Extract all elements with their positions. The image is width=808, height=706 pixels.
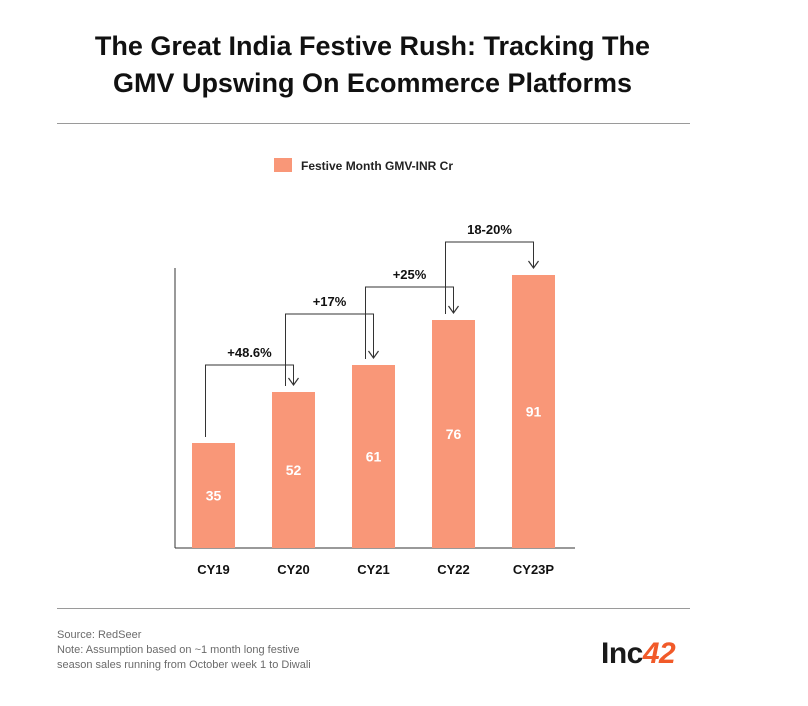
data-label-cy20: 52 — [286, 462, 302, 478]
growth-label-2: +17% — [313, 294, 347, 309]
growth-connector-3 — [365, 286, 454, 359]
growth-arrowhead-4 — [528, 260, 539, 270]
top-divider — [57, 123, 690, 124]
legend-label: Festive Month GMV-INR Cr — [301, 159, 453, 173]
bar-cy22 — [432, 320, 475, 548]
title-line-1: The Great India Festive Rush: Tracking T… — [94, 31, 651, 61]
growth-label-3: +25% — [393, 267, 427, 282]
growth-connector-4 — [445, 241, 534, 314]
chart-title: The Great India Festive Rush: Tracking T… — [0, 28, 745, 102]
x-tick-cy19: CY19 — [197, 562, 230, 577]
title-line-2: GMV Upswing On Ecommerce Platforms — [112, 68, 633, 98]
inc42-logo: Inc42 — [601, 637, 676, 671]
x-tick-cy23p: CY23P — [513, 562, 555, 577]
growth-label-1: +48.6% — [227, 345, 272, 360]
legend-swatch — [274, 158, 292, 172]
growth-arrowhead-1 — [288, 377, 299, 387]
x-tick-cy20: CY20 — [277, 562, 310, 577]
data-label-cy22: 76 — [446, 426, 462, 442]
note-line-2: season sales running from October week 1… — [57, 659, 311, 671]
logo-number: 42 — [642, 637, 676, 670]
bar-cy23p — [512, 275, 555, 548]
data-label-cy23p: 91 — [526, 404, 542, 420]
footer-notes: Source: RedSeer Note: Assumption based o… — [57, 628, 311, 673]
logo-text: Inc — [601, 637, 643, 670]
data-label-cy21: 61 — [366, 449, 382, 465]
source-text: Source: RedSeer — [57, 629, 142, 641]
growth-arrowhead-2 — [368, 350, 379, 360]
growth-connector-2 — [285, 313, 374, 386]
growth-arrowhead-3 — [448, 305, 459, 315]
x-tick-cy21: CY21 — [357, 562, 390, 577]
bottom-divider — [57, 608, 690, 609]
bar-cy19 — [192, 443, 235, 548]
x-tick-cy22: CY22 — [437, 562, 470, 577]
bar-cy20 — [272, 392, 315, 548]
bar-cy21 — [352, 365, 395, 548]
growth-connector-1 — [205, 364, 294, 437]
growth-label-4: 18-20% — [467, 222, 512, 237]
note-line-1: Note: Assumption based on ~1 month long … — [57, 644, 300, 656]
data-label-cy19: 35 — [206, 488, 222, 504]
